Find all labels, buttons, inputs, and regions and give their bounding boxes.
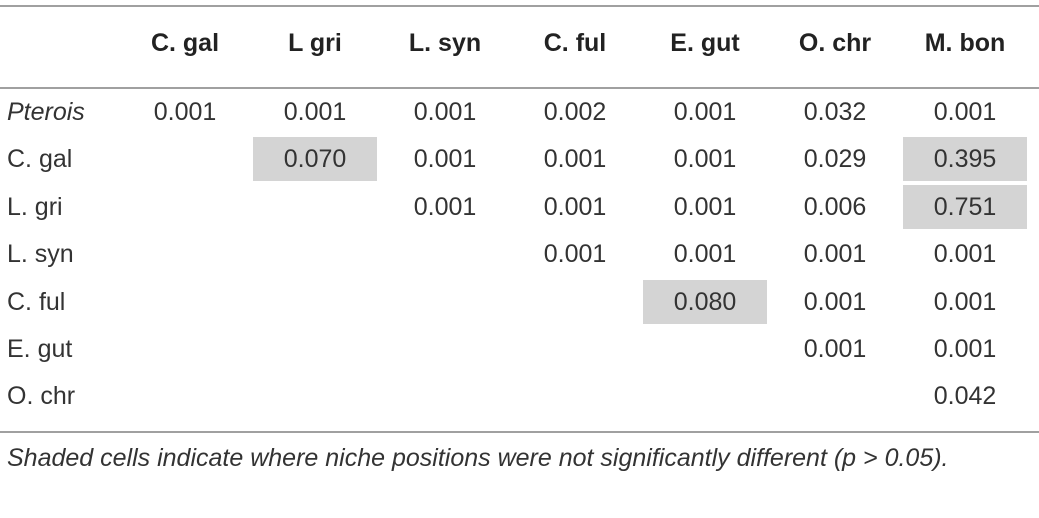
row-label: O. chr xyxy=(7,382,76,411)
table-cell: 0.001 xyxy=(673,240,737,269)
row-label: Pterois xyxy=(7,98,85,126)
column-header: C. ful xyxy=(543,29,607,57)
table-cell: 0.001 xyxy=(933,287,997,316)
table-cell: 0.001 xyxy=(413,98,477,126)
bottom-rule xyxy=(0,431,1039,433)
table-cell: 0.001 xyxy=(803,287,867,316)
table-cell: 0.001 xyxy=(543,192,607,221)
table-cell: 0.001 xyxy=(673,98,737,126)
table-cell: 0.001 xyxy=(673,192,737,221)
table-cell: 0.001 xyxy=(803,335,867,363)
shaded-cell: 0.395 xyxy=(903,137,1027,182)
table-cell: 0.032 xyxy=(803,98,867,126)
table-cell: 0.029 xyxy=(803,145,867,174)
table-cell: 0.001 xyxy=(543,145,607,174)
footnote: Shaded cells indicate where niche positi… xyxy=(7,444,949,472)
row-label: L. syn xyxy=(7,240,74,269)
table-cell: 0.001 xyxy=(673,145,737,174)
row-label: C. gal xyxy=(7,145,73,174)
table-cell: 0.001 xyxy=(413,145,477,174)
column-header: C. gal xyxy=(150,29,220,57)
table-cell: 0.001 xyxy=(413,192,477,221)
table-cell: 0.006 xyxy=(803,192,867,221)
row-label: L. gri xyxy=(7,192,63,221)
table-cell: 0.001 xyxy=(933,335,997,363)
column-header: E. gut xyxy=(670,29,740,57)
table-cell: 0.001 xyxy=(933,240,997,269)
row-label: C. ful xyxy=(7,287,66,316)
shaded-cell: 0.080 xyxy=(643,279,767,324)
table-cell: 0.001 xyxy=(543,240,607,269)
column-header: O. chr xyxy=(798,29,872,57)
shaded-cell: 0.751 xyxy=(903,184,1027,229)
table-cell: 0.042 xyxy=(933,382,997,411)
shaded-cell: 0.070 xyxy=(253,137,377,182)
column-header: L gri xyxy=(288,29,342,57)
row-label: E. gut xyxy=(7,335,73,363)
table-cell: 0.001 xyxy=(283,98,347,126)
column-header: M. bon xyxy=(924,29,1006,57)
column-header: L. syn xyxy=(408,29,482,57)
table-cell: 0.001 xyxy=(933,98,997,126)
top-rule xyxy=(0,5,1039,7)
header-rule xyxy=(0,87,1039,89)
table-cell: 0.002 xyxy=(543,98,607,126)
table-cell: 0.001 xyxy=(153,98,217,126)
table-cell: 0.001 xyxy=(803,240,867,269)
